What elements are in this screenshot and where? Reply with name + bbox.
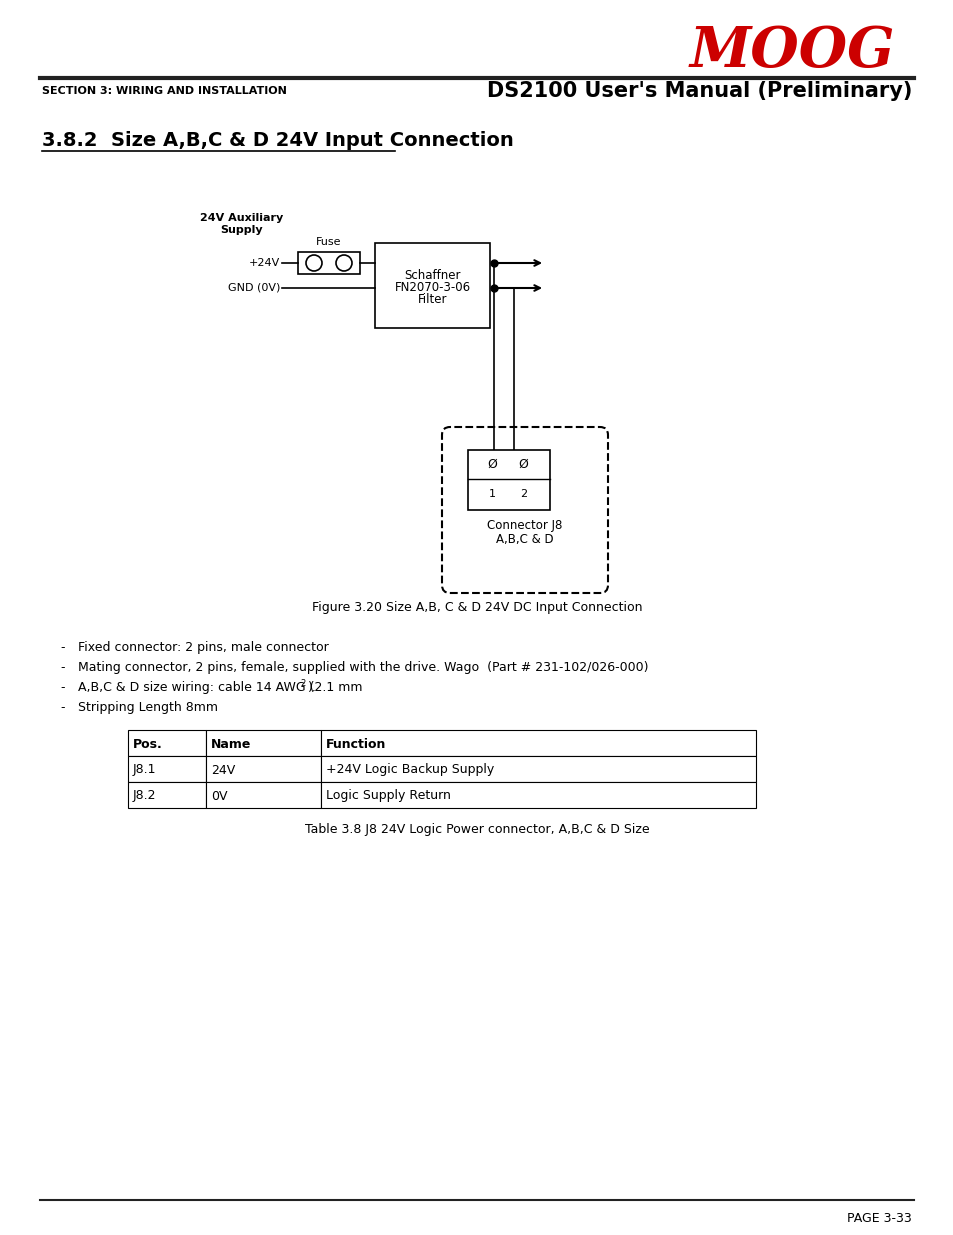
Text: Filter: Filter: [417, 293, 447, 306]
Bar: [206, 730, 320, 756]
Text: SECTION 3: WIRING AND INSTALLATION: SECTION 3: WIRING AND INSTALLATION: [42, 86, 287, 96]
Text: 2: 2: [519, 489, 527, 499]
Text: GND (0V): GND (0V): [228, 283, 280, 293]
Text: Connector J8: Connector J8: [487, 519, 562, 531]
Bar: [128, 730, 206, 756]
Text: Schaffner: Schaffner: [404, 269, 460, 282]
Bar: [206, 756, 320, 782]
Text: A,B,C & D size wiring: cable 14 AWG (2.1 mm: A,B,C & D size wiring: cable 14 AWG (2.1…: [78, 682, 362, 694]
Bar: [375, 243, 490, 329]
Text: Function: Function: [326, 737, 386, 751]
Bar: [206, 782, 320, 808]
Bar: [320, 782, 755, 808]
Text: 1: 1: [489, 489, 496, 499]
Text: J8.2: J8.2: [132, 789, 156, 803]
Text: A,B,C & D: A,B,C & D: [496, 534, 554, 547]
Text: PAGE 3-33: PAGE 3-33: [846, 1212, 911, 1224]
Text: -: -: [60, 662, 65, 674]
Text: Pos.: Pos.: [132, 737, 163, 751]
FancyBboxPatch shape: [441, 427, 607, 593]
Text: Stripping Length 8mm: Stripping Length 8mm: [78, 701, 218, 715]
Text: Figure 3.20 Size A,B, C & D 24V DC Input Connection: Figure 3.20 Size A,B, C & D 24V DC Input…: [312, 601, 641, 615]
Text: -: -: [60, 701, 65, 715]
Text: Mating connector, 2 pins, female, supplied with the drive. Wago  (Part # 231-102: Mating connector, 2 pins, female, suppli…: [78, 662, 648, 674]
Bar: [128, 756, 206, 782]
Bar: [297, 252, 359, 274]
Text: +24V: +24V: [249, 258, 280, 268]
Text: Fixed connector: 2 pins, male connector: Fixed connector: 2 pins, male connector: [78, 641, 329, 655]
Text: 0V: 0V: [211, 789, 227, 803]
Bar: [320, 730, 755, 756]
Bar: [128, 782, 206, 808]
Text: +24V Logic Backup Supply: +24V Logic Backup Supply: [326, 763, 494, 777]
Text: Logic Supply Return: Logic Supply Return: [326, 789, 451, 803]
Text: Fuse: Fuse: [315, 237, 341, 247]
Bar: [468, 450, 550, 510]
Text: -: -: [60, 682, 65, 694]
Text: ).: ).: [308, 682, 316, 694]
Text: Name: Name: [211, 737, 251, 751]
Circle shape: [335, 254, 352, 270]
Text: 24V: 24V: [211, 763, 235, 777]
Text: Ø: Ø: [518, 457, 528, 471]
Text: MOOG: MOOG: [689, 25, 894, 79]
Text: DS2100 User's Manual (Preliminary): DS2100 User's Manual (Preliminary): [486, 82, 911, 101]
Text: 24V Auxiliary: 24V Auxiliary: [200, 212, 283, 224]
Text: J8.1: J8.1: [132, 763, 156, 777]
Bar: [320, 756, 755, 782]
Circle shape: [306, 254, 322, 270]
Text: Table 3.8 J8 24V Logic Power connector, A,B,C & D Size: Table 3.8 J8 24V Logic Power connector, …: [304, 824, 649, 836]
Text: 2: 2: [300, 679, 306, 688]
Text: Supply: Supply: [220, 225, 263, 235]
Text: 3.8.2  Size A,B,C & D 24V Input Connection: 3.8.2 Size A,B,C & D 24V Input Connectio…: [42, 131, 514, 149]
Text: -: -: [60, 641, 65, 655]
Text: Ø: Ø: [487, 457, 497, 471]
Text: FN2070-3-06: FN2070-3-06: [394, 282, 470, 294]
